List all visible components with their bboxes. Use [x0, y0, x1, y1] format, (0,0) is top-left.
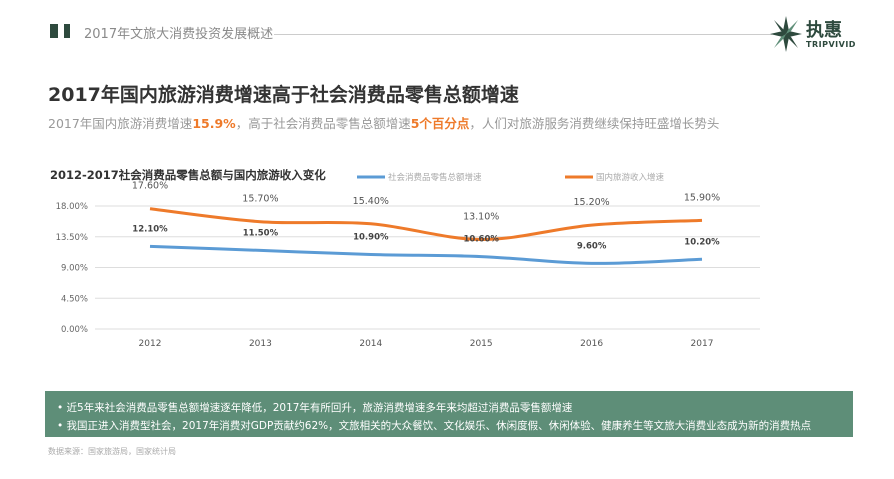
logo-star-icon	[770, 16, 802, 52]
header-bar-mark	[64, 24, 70, 38]
data-label: 11.50%	[243, 228, 279, 238]
data-source: 数据来源：国家旅游局，国家统计局	[48, 447, 176, 456]
data-label: 12.10%	[132, 224, 168, 234]
chart-title: 2012-2017社会消费品零售总额与国内旅游收入变化	[50, 168, 326, 182]
header-divider	[274, 34, 772, 35]
summary-box: • 近5年来社会消费品零售总额增速逐年降低，2017年有所回升，旅游消费增速多年…	[45, 391, 853, 437]
subtitle-highlight: 5个百分点	[410, 116, 470, 131]
data-label: 17.60%	[132, 181, 168, 192]
data-label: 10.20%	[684, 237, 720, 247]
logo: 执惠 TRIPVIVID	[768, 14, 886, 54]
page-subtitle: 2017年国内旅游消费增速15.9%，高于社会消费品零售总额增速5个百分点，人们…	[48, 113, 719, 132]
subtitle-text: ，人们对旅游服务消费继续保持旺盛增长势头	[469, 116, 720, 131]
logo-subtext: TRIPVIVID	[806, 40, 856, 49]
y-tick-label: 13.50%	[56, 233, 88, 243]
y-tick-label: 4.50%	[61, 294, 88, 304]
x-tick-label: 2014	[359, 339, 382, 349]
summary-item: • 我国正进入消费型社会，2017年消费对GDP贡献约62%，文旅相关的大众餐饮…	[57, 420, 812, 432]
chart-legend: 社会消费品零售总额增速 国内旅游收入增速	[357, 172, 665, 183]
y-tick-label: 9.00%	[61, 264, 88, 274]
line-chart: 2012-2017社会消费品零售总额与国内旅游收入变化 社会消费品零售总额增速 国…	[50, 168, 760, 349]
data-label: 10.60%	[463, 235, 499, 245]
data-label: 15.20%	[573, 197, 609, 208]
subtitle-highlight: 15.9%	[192, 116, 236, 131]
section-title: 2017年文旅大消费投资发展概述	[84, 27, 274, 42]
data-label: 15.40%	[353, 196, 389, 207]
data-label: 15.70%	[242, 194, 278, 205]
summary-item: • 近5年来社会消费品零售总额增速逐年降低，2017年有所回升，旅游消费增速多年…	[57, 402, 573, 414]
page-title: 2017年国内旅游消费增速高于社会消费品零售总额增速	[48, 84, 519, 106]
subtitle-text: ，高于社会消费品零售总额增速	[235, 116, 411, 131]
data-label: 13.10%	[463, 211, 499, 222]
y-tick-label: 0.00%	[61, 325, 88, 335]
series-line	[149, 244, 703, 265]
subtitle-text: 2017年国内旅游消费增速	[48, 116, 193, 131]
series-line	[149, 207, 703, 241]
data-label: 15.90%	[684, 192, 720, 203]
x-tick-label: 2015	[470, 339, 493, 349]
y-tick-label: 18.00%	[56, 202, 88, 212]
data-label: 10.90%	[353, 233, 389, 243]
header-bar-mark	[50, 24, 58, 38]
legend-label: 社会消费品零售总额增速	[388, 172, 482, 183]
x-tick-label: 2012	[139, 339, 162, 349]
data-label: 9.60%	[577, 241, 607, 251]
x-tick-label: 2017	[691, 339, 714, 349]
legend-label: 国内旅游收入增速	[596, 172, 665, 183]
x-tick-label: 2013	[249, 339, 272, 349]
x-tick-label: 2016	[580, 339, 603, 349]
logo-text: 执惠	[806, 20, 842, 41]
